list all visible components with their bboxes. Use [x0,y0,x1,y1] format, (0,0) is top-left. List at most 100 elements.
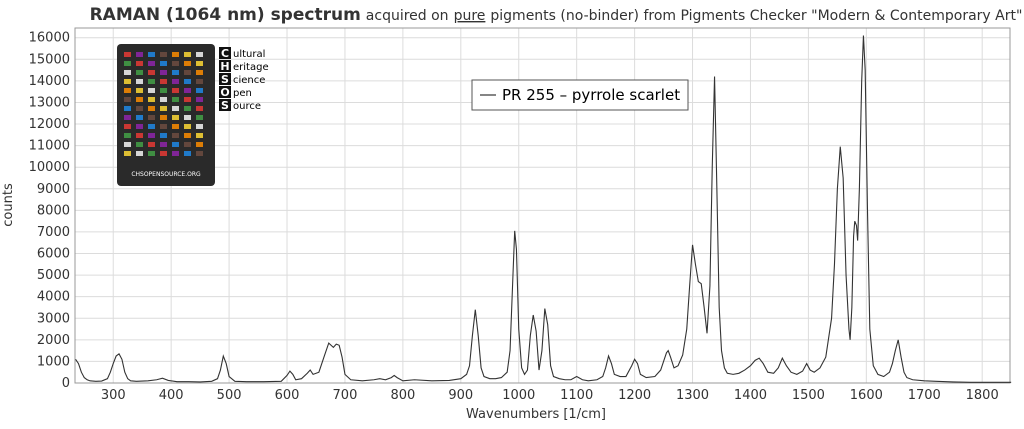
logo-swatch [172,151,179,156]
logo-word: cience [233,75,265,86]
logo-swatch [196,151,203,156]
y-tick-label: 7000 [37,225,70,240]
y-axis-label: counts [1,183,16,227]
logo-swatch [124,88,131,93]
logo-swatch [148,97,155,102]
y-tick-label: 16000 [29,31,70,46]
logo-swatch [160,133,167,138]
x-tick-label: 300 [101,388,126,403]
logo-swatch [160,151,167,156]
logo-letter-box [219,73,231,85]
x-tick-label: 800 [390,388,415,403]
logo-swatch [196,106,203,111]
logo-letter: H [220,60,229,73]
logo-swatch [172,106,179,111]
logo-swatch [184,106,191,111]
logo-swatch [172,79,179,84]
logo-swatch [160,142,167,147]
y-tick-label: 11000 [29,139,70,154]
logo-swatch [160,124,167,129]
logo-swatch [160,88,167,93]
logo-swatch [196,133,203,138]
logo-swatch [148,88,155,93]
logo-swatch [124,151,131,156]
logo-swatch [136,79,143,84]
legend: PR 255 – pyrrole scarlet [471,79,689,111]
logo-letter: S [221,99,229,112]
logo-letter: O [220,86,229,99]
y-tick-label: 12000 [29,117,70,132]
logo-swatch [124,97,131,102]
x-tick-label: 700 [333,388,358,403]
logo-swatch [172,97,179,102]
x-tick-label: 400 [159,388,184,403]
logo-swatch [124,124,131,129]
x-tick-label: 900 [448,388,473,403]
x-tick-label: 1500 [792,388,825,403]
logo-swatch [184,124,191,129]
logo-swatch [124,142,131,147]
logo-swatch [196,97,203,102]
logo-swatch [124,115,131,120]
logo-swatch [172,70,179,75]
title-text: acquired on [366,8,449,24]
logo-swatch [196,124,203,129]
plot [75,35,1012,383]
logo-swatch [136,115,143,120]
logo-swatch [160,79,167,84]
logo-letter-box [219,47,231,59]
x-tick-label: 1000 [502,388,535,403]
logo-swatch [196,142,203,147]
logo-letter: C [221,47,229,60]
x-tick-label: 1600 [850,388,883,403]
y-tick-label: 2000 [37,333,70,348]
logo-swatch [148,142,155,147]
logo-swatch [172,115,179,120]
logo-swatch [196,79,203,84]
logo-swatch [124,52,131,57]
logo-letter-box [219,99,231,111]
x-tick-label: 1800 [966,388,999,403]
logo-swatch [124,133,131,138]
logo-swatch [184,88,191,93]
logo-swatch [148,52,155,57]
y-tick-label: 3000 [37,311,70,326]
logo-caption: CHSOPENSOURCE.ORG [131,171,201,178]
y-tick-label: 8000 [37,203,70,218]
x-tick-label: 500 [217,388,242,403]
logo-swatch [196,70,203,75]
logo-swatch [172,61,179,66]
logo-swatch [160,52,167,57]
logo-swatch [136,88,143,93]
logo-swatch [136,70,143,75]
logo-swatch [172,133,179,138]
logo-swatch [148,106,155,111]
y-tick-label: 0 [62,376,70,391]
logo-swatch [172,88,179,93]
spectrum-line [75,35,1012,383]
logo-swatch [160,106,167,111]
y-tick-label: 6000 [37,247,70,262]
logo-swatch [184,61,191,66]
logo-swatch [136,52,143,57]
logo-swatch [124,106,131,111]
logo-word: ultural [233,49,265,60]
logo-swatch [172,124,179,129]
legend-box [471,79,689,111]
logo-swatch [160,61,167,66]
logo-swatch [124,61,131,66]
logo-swatch [184,142,191,147]
logo-word: pen [233,88,252,99]
y-tick-label: 13000 [29,95,70,110]
logo-swatch [148,61,155,66]
y-tick-label: 1000 [37,354,70,369]
logo-swatch [184,79,191,84]
y-tick-label: 9000 [37,182,70,197]
logo-swatch [172,52,179,57]
y-tick-label: 4000 [37,290,70,305]
logo-swatch [184,70,191,75]
logo-swatch [160,70,167,75]
logo-swatch [148,115,155,120]
logo-swatch [160,97,167,102]
